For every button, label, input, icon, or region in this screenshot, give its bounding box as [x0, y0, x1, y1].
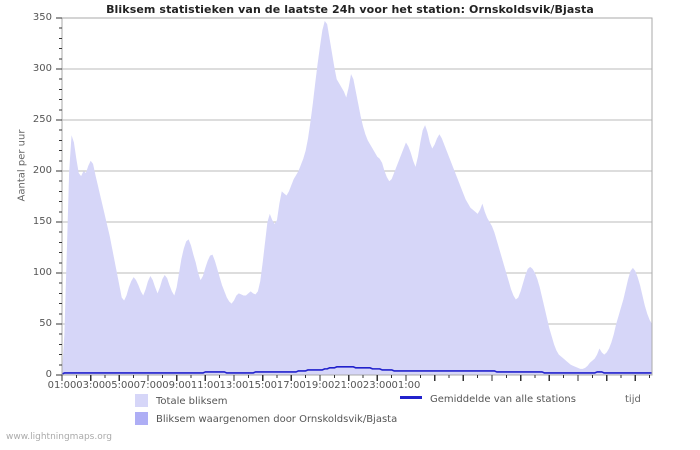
watermark: www.lightningmaps.org: [6, 432, 112, 442]
x-tick-label: 11:00: [190, 380, 220, 391]
x-tick-label: 03:00: [76, 380, 106, 391]
chart-legend: Totale bliksem Bliksem waargenomen door …: [0, 392, 700, 432]
x-tick-label: 01:00: [391, 380, 421, 391]
x-tick-label: 15:00: [248, 380, 278, 391]
x-tick-label: 23:00: [362, 380, 392, 391]
page-title: Bliksem statistieken van de laatste 24h …: [106, 3, 594, 16]
x-tick-label: 07:00: [133, 380, 163, 391]
x-tick-label: 09:00: [162, 380, 192, 391]
chart-plot-area: Aantal per uur tijd 0 50 100 150 200 250 300 35…: [17, 12, 653, 405]
y-tick-label: 350: [32, 12, 52, 23]
x-tick-label: 01:00: [47, 380, 77, 391]
x-tick-label: 13:00: [219, 380, 249, 391]
x-tick-label: 21:00: [334, 380, 364, 391]
legend-swatch-total: [135, 394, 148, 407]
legend-label-total: Totale bliksem: [156, 396, 228, 407]
legend-item-total: Totale bliksem: [135, 394, 227, 407]
y-tick-label: 300: [32, 63, 52, 74]
y-tick-label: 0: [45, 369, 52, 380]
legend-item-average: Gemiddelde van alle stations: [400, 394, 576, 405]
y-tick-label: 150: [32, 216, 52, 227]
legend-item-station: Bliksem waargenomen door Ornskoldsvik/Bj…: [135, 412, 397, 425]
legend-label-station: Bliksem waargenomen door Ornskoldsvik/Bj…: [156, 414, 398, 425]
y-tick-label: 100: [32, 267, 52, 278]
legend-swatch-station: [135, 412, 148, 425]
lightning-statistics-chart: [56, 17, 653, 381]
legend-label-average: Gemiddelde van alle stations: [430, 394, 576, 405]
x-tick-label: 17:00: [276, 380, 306, 391]
x-tick-label: 05:00: [104, 380, 134, 391]
legend-line-average: [400, 396, 422, 399]
y-tick-label: 50: [39, 318, 52, 329]
x-axis-label: tijd: [625, 394, 641, 405]
y-tick-label: 250: [32, 114, 52, 125]
x-tick-label: 19:00: [305, 380, 335, 391]
y-tick-label: 200: [32, 165, 52, 176]
